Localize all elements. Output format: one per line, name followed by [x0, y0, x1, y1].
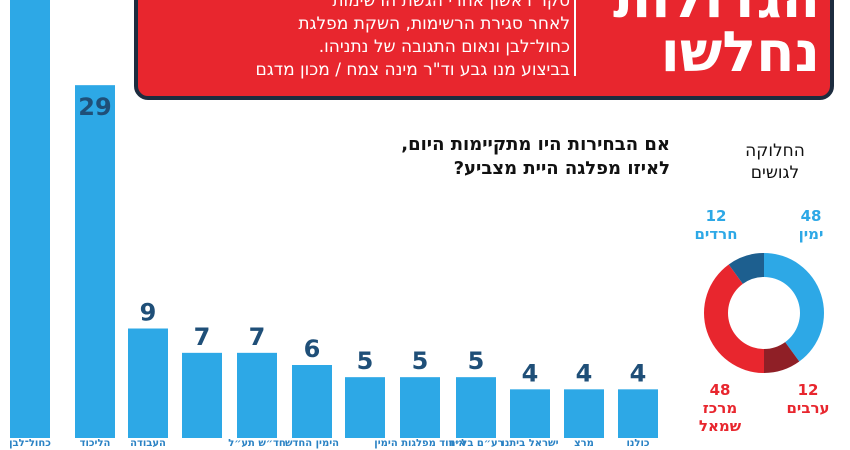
question-line: אם הבחירות היו מתקיימות היום,	[401, 134, 670, 155]
bloc-label-arabs: 12 ערבים	[778, 381, 838, 417]
bloc-name: חרדים	[694, 225, 738, 243]
party-label: הליכוד	[80, 438, 111, 449]
bar-value-label: 29	[78, 93, 111, 121]
bloc-name: ערבים	[786, 399, 830, 417]
bar	[128, 328, 168, 438]
bar	[75, 85, 115, 439]
bloc-label-haredi: 12 חרדים	[688, 207, 744, 243]
party-label: כחול־לבן	[9, 438, 51, 449]
party-label: רע״ם בל״ד	[448, 438, 503, 449]
bars-layer: כחול־לבן 29 הליכוד 9 העבודה 7 7 חד״ש תע״ל 6 הימין…	[9, 0, 658, 449]
bar-value-label: 9	[140, 299, 157, 327]
donut-slice	[704, 264, 764, 373]
party-label: חד״ש תע״ל	[228, 438, 286, 449]
header-title-line: נחלשו	[660, 20, 820, 85]
bloc-seats: 48	[800, 207, 822, 225]
bar	[618, 389, 658, 438]
bloc-label-right: 48 ימין	[783, 207, 839, 243]
bar-value-label: 5	[468, 347, 485, 375]
bar	[400, 377, 440, 438]
donut-slice	[764, 253, 825, 362]
party-label: כולנו	[626, 438, 649, 449]
bar-value-label: 4	[522, 359, 539, 387]
bar	[182, 352, 222, 438]
bar-value-label: 5	[357, 347, 374, 375]
donut-slice	[728, 253, 764, 284]
bloc-seats: 12	[705, 207, 727, 225]
party-label: איחוד מפלגות הימין	[374, 438, 465, 449]
header-subtitle-line: סקר ראשון אחרי הגשת הרשימות	[332, 0, 570, 11]
header-subtitle-line: כחול־לבן ונאום התגובה של נתניהו.	[318, 37, 570, 57]
party-label: הימין החדש	[285, 438, 339, 449]
header-subtitle-line: לאחר סגירת הרשימות, השקת מפלגת	[298, 14, 570, 34]
bar-value-label: 6	[304, 335, 321, 363]
bar-value-label: 4	[576, 359, 593, 387]
bloc-label-center-left: 48 מרכז שמאל	[690, 381, 750, 435]
bar	[564, 389, 604, 438]
bloc-seats: 12	[797, 381, 819, 399]
header-divider	[574, 0, 576, 76]
blocs-donut	[704, 253, 825, 373]
bar-value-label: 5	[412, 347, 429, 375]
bar	[10, 0, 50, 438]
header-title: הגדולות נחלשו	[580, 0, 820, 85]
bar	[292, 365, 332, 438]
bar	[345, 377, 385, 438]
header-subtitle-line: בביצוע מנו גבע וד"ר מינה צמח / מכון מדגם	[255, 60, 570, 80]
bloc-name: מרכז שמאל	[698, 399, 742, 435]
bar	[237, 352, 277, 438]
bloc-name: ימין	[798, 225, 824, 243]
party-label: מרצ	[574, 438, 594, 449]
bar-value-label: 4	[630, 359, 647, 387]
bar	[510, 389, 550, 438]
header-title-line: הגדולות	[580, 0, 820, 27]
donut-slice	[764, 342, 800, 373]
bar	[456, 377, 496, 438]
bar-value-label: 7	[249, 323, 266, 351]
bloc-seats: 48	[709, 381, 731, 399]
header-subtitle: סקר ראשון אחרי הגשת הרשימות לאחר סגירת ה…	[152, 0, 570, 82]
party-label: ישראל ביתנו	[501, 438, 558, 449]
header-panel: הגדולות נחלשו סקר ראשון אחרי הגשת הרשימו…	[134, 0, 834, 100]
blocs-title: החלוקה לגושים	[705, 140, 845, 184]
blocs-title-line: לגושים	[750, 163, 800, 183]
party-label: העבודה	[130, 438, 166, 449]
survey-question: אם הבחירות היו מתקיימות היום, לאיזו מפלג…	[370, 133, 670, 181]
blocs-title-line: החלוקה	[745, 141, 805, 161]
knesset-icon	[738, 299, 790, 326]
question-line: לאיזו מפלגה היית מצביע?	[453, 158, 670, 179]
bar-value-label: 7	[194, 323, 211, 351]
